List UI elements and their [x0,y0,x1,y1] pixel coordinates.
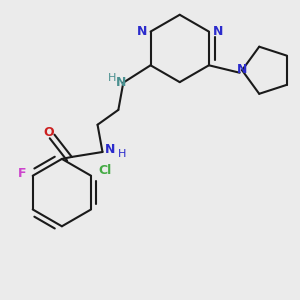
Text: Cl: Cl [98,164,112,177]
Text: H: H [108,73,117,83]
Text: N: N [136,25,147,38]
Text: N: N [237,63,247,76]
Text: O: O [43,126,54,139]
Text: N: N [105,143,115,156]
Text: N: N [116,76,126,89]
Text: N: N [213,25,223,38]
Text: F: F [18,167,26,180]
Text: H: H [118,149,127,160]
